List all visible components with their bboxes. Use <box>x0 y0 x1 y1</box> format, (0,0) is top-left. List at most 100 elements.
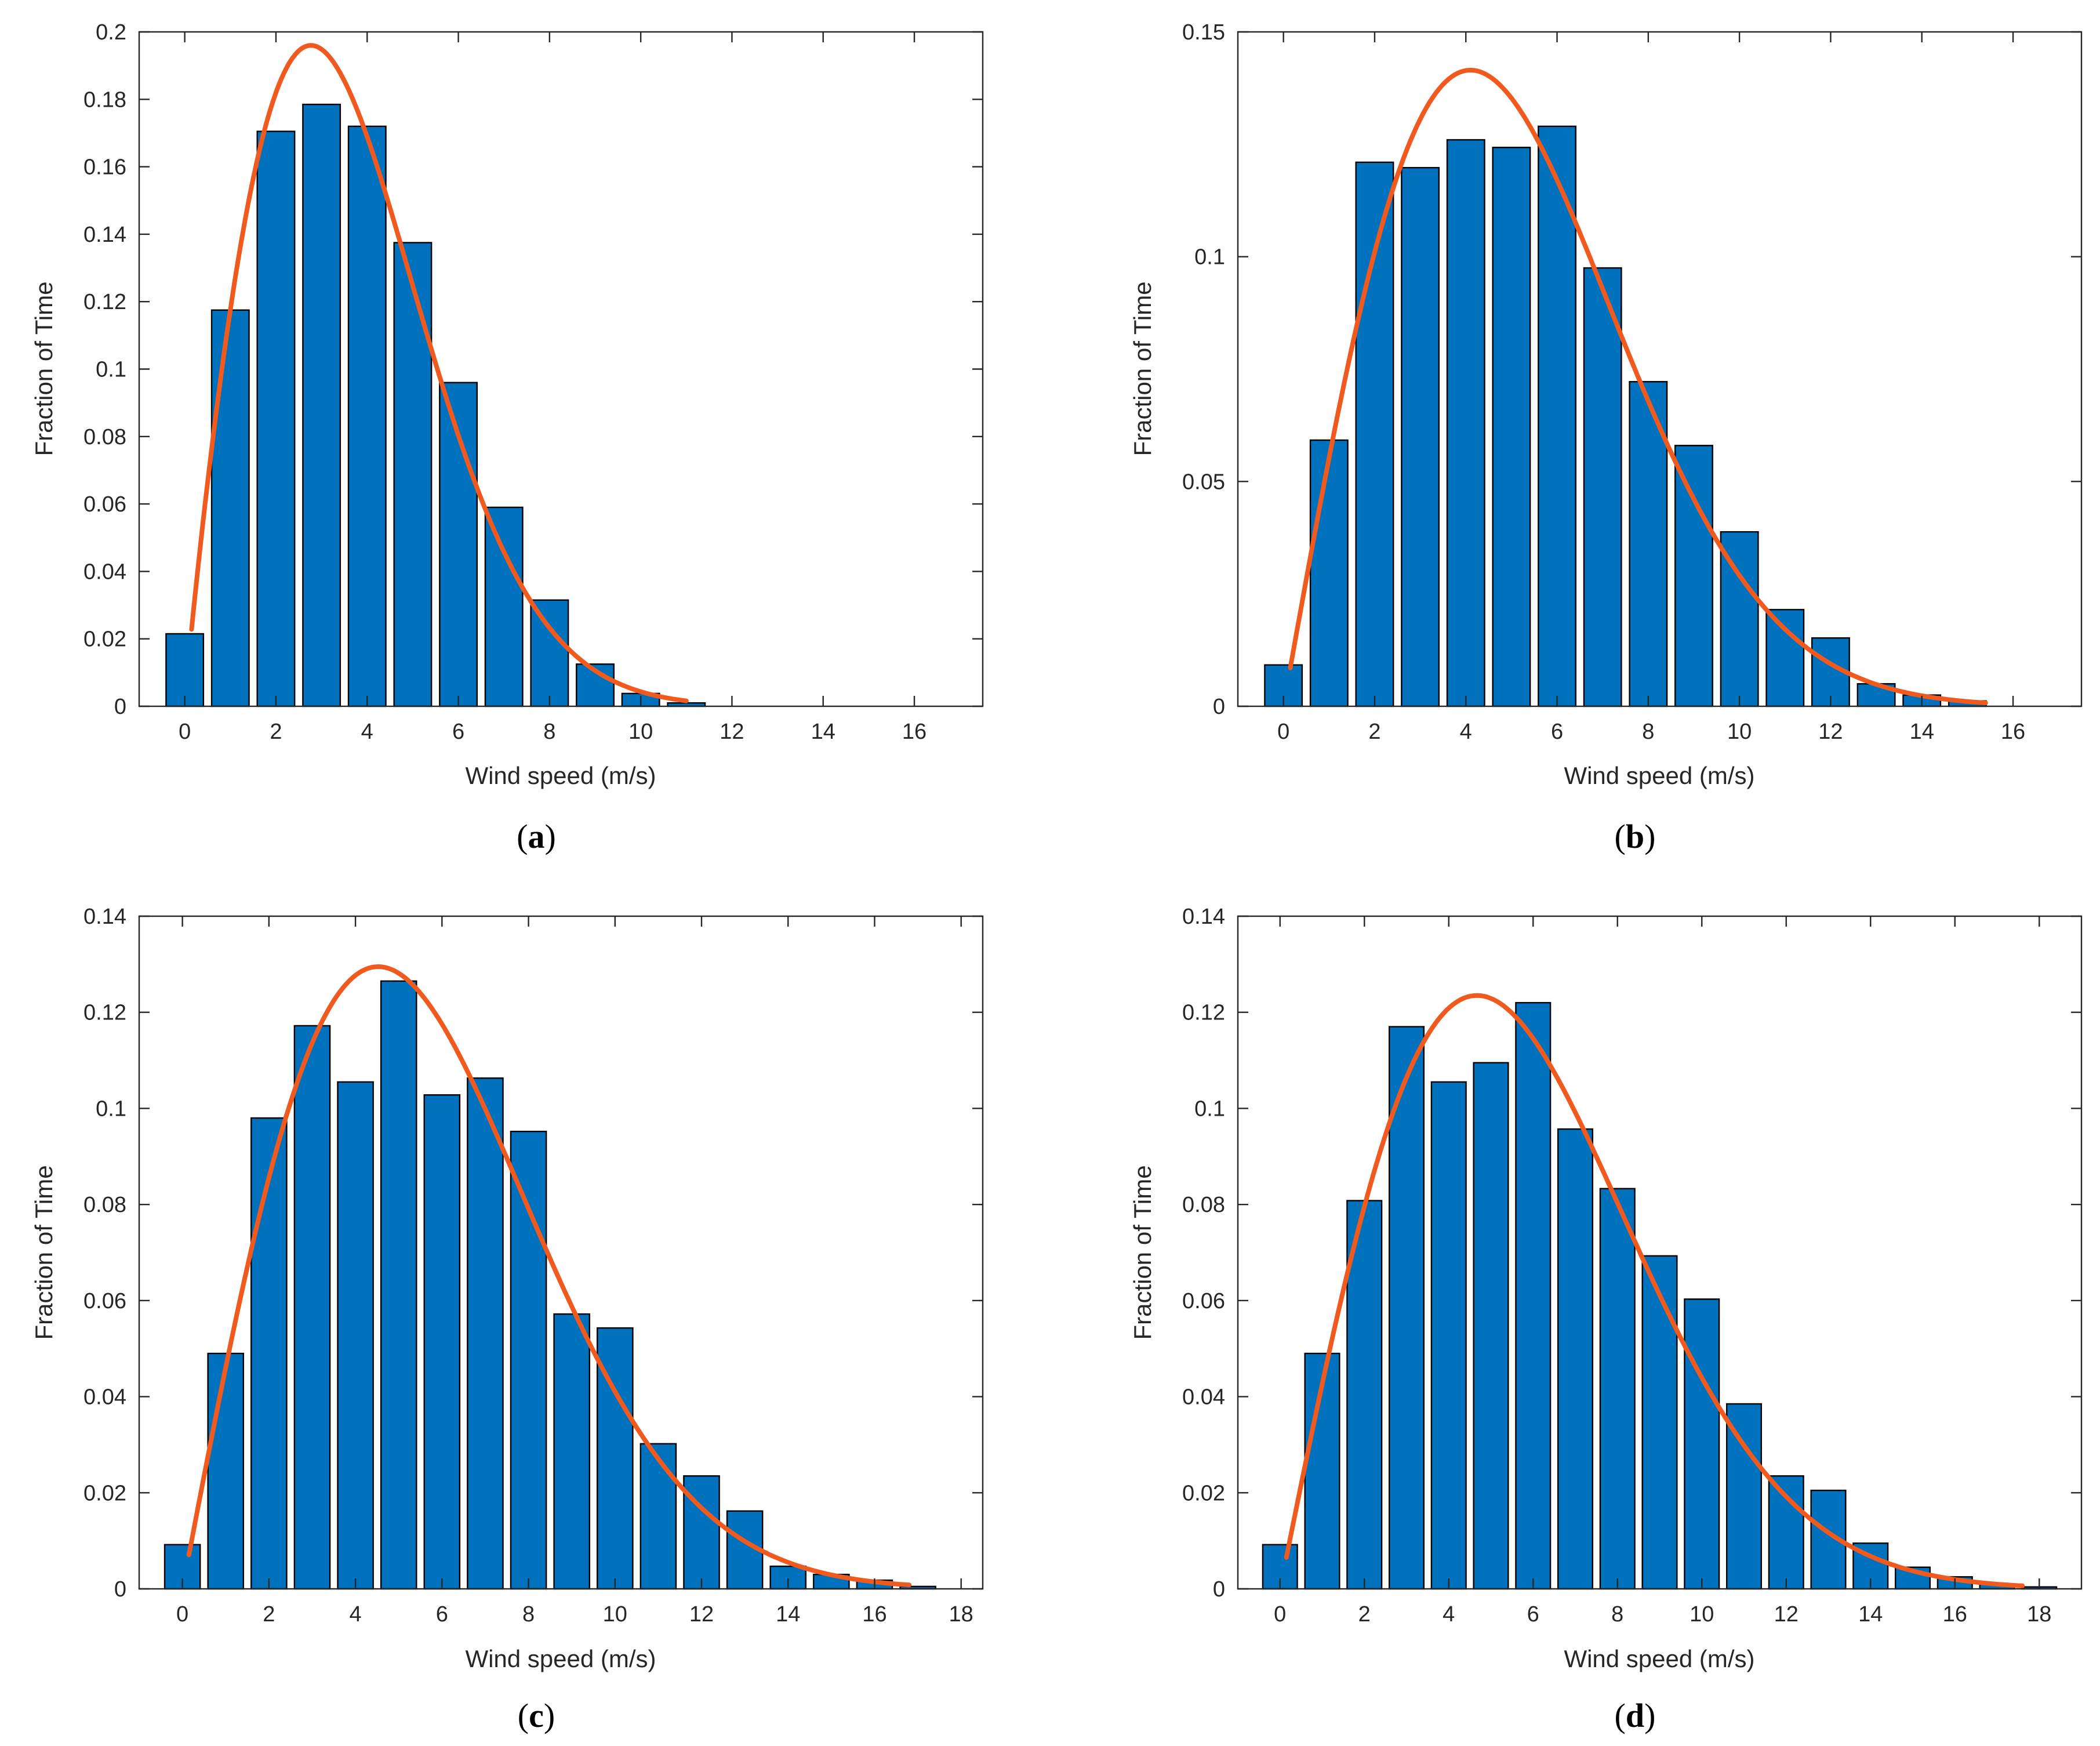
x-tick-label-a-7: 14 <box>811 720 835 744</box>
y-tick-label-a-6: 0.12 <box>83 290 126 314</box>
y-axis-label-d: Fraction of Time <box>1129 1165 1156 1340</box>
x-tick-label-d-2: 4 <box>1443 1602 1455 1627</box>
x-axis-label-d: Wind speed (m/s) <box>1564 1645 1754 1672</box>
y-tick-label-c-6: 0.12 <box>83 1001 126 1025</box>
y-tick-label-d-5: 0.1 <box>1194 1097 1225 1121</box>
bar-c-9 <box>553 1313 590 1590</box>
x-tick-label-a-3: 6 <box>452 720 464 744</box>
x-axis-label-a: Wind speed (m/s) <box>465 762 656 789</box>
x-tick-label-b-3: 6 <box>1551 720 1563 744</box>
y-tick-label-d-3: 0.06 <box>1182 1289 1225 1313</box>
y-tick-label-a-5: 0.1 <box>96 358 126 382</box>
x-tick-label-a-0: 0 <box>179 720 191 744</box>
y-tick-label-a-4: 0.08 <box>83 425 126 449</box>
x-tick-label-a-4: 8 <box>543 720 555 744</box>
bar-a-0 <box>165 633 205 707</box>
y-tick-label-a-7: 0.14 <box>83 223 126 247</box>
x-tick-label-c-4: 8 <box>522 1602 535 1627</box>
x-tick-label-d-3: 6 <box>1527 1602 1539 1627</box>
y-axis-label-a: Fraction of Time <box>30 281 57 456</box>
bar-b-5 <box>1492 147 1531 707</box>
y-tick-label-a-3: 0.06 <box>83 492 126 517</box>
y-tick-label-c-4: 0.08 <box>83 1193 126 1217</box>
y-tick-label-d-4: 0.08 <box>1182 1193 1225 1217</box>
y-tick-label-c-1: 0.02 <box>83 1481 126 1505</box>
x-tick-label-b-4: 8 <box>1642 720 1654 744</box>
y-tick-label-c-2: 0.04 <box>83 1385 126 1410</box>
bar-b-1 <box>1309 439 1349 707</box>
panel-label-d: (d) <box>1615 1697 1656 1734</box>
panel-label-b: (b) <box>1615 818 1656 855</box>
x-tick-label-c-9: 18 <box>949 1602 973 1627</box>
y-tick-label-a-1: 0.02 <box>83 627 126 652</box>
x-tick-label-d-1: 2 <box>1358 1602 1371 1627</box>
subplot-b: 0 2 4 6 8 10 12 14 16 0 0.05 0.1 0.15 Wind speed (m/… <box>1129 20 2083 855</box>
bar-d-6 <box>1515 1001 1552 1590</box>
bar-c-8 <box>510 1130 547 1590</box>
y-tick-label-b-2: 0.1 <box>1194 245 1225 270</box>
y-tick-label-d-6: 0.12 <box>1182 1001 1225 1025</box>
x-tick-label-d-0: 0 <box>1274 1602 1286 1627</box>
x-tick-label-d-4: 8 <box>1611 1602 1623 1627</box>
y-tick-label-b-0: 0 <box>1213 695 1225 719</box>
bar-d-10 <box>1684 1298 1720 1590</box>
x-tick-label-b-8: 16 <box>2001 720 2025 744</box>
y-tick-label-a-2: 0.04 <box>83 560 126 584</box>
y-axis-label-c: Fraction of Time <box>30 1165 57 1340</box>
y-axis-label-b: Fraction of Time <box>1129 281 1156 456</box>
x-tick-label-c-1: 2 <box>263 1602 275 1627</box>
x-tick-label-d-8: 16 <box>1943 1602 1967 1627</box>
axes-box-d <box>1237 915 2083 1590</box>
bar-c-6 <box>423 1094 461 1590</box>
x-tick-label-c-2: 4 <box>350 1602 362 1627</box>
x-axis-label-c: Wind speed (m/s) <box>465 1645 656 1672</box>
bar-d-9 <box>1641 1255 1678 1590</box>
bar-a-3 <box>302 103 341 707</box>
bar-d-2 <box>1346 1200 1383 1590</box>
bar-a-2 <box>256 130 296 707</box>
bar-c-4 <box>337 1081 374 1590</box>
x-tick-label-a-1: 2 <box>270 720 282 744</box>
x-tick-label-a-5: 10 <box>628 720 653 744</box>
y-tick-label-a-8: 0.16 <box>83 155 126 180</box>
bar-b-11 <box>1765 609 1805 707</box>
y-tick-label-c-0: 0 <box>114 1577 126 1602</box>
y-tick-label-a-9: 0.18 <box>83 88 126 112</box>
fit-curve-d <box>1284 993 2025 1588</box>
x-tick-label-c-5: 10 <box>603 1602 627 1627</box>
bar-b-3 <box>1401 166 1440 707</box>
x-tick-label-c-7: 14 <box>776 1602 800 1627</box>
x-tick-label-b-2: 4 <box>1460 720 1472 744</box>
bar-c-5 <box>380 980 417 1590</box>
bar-c-3 <box>293 1025 331 1590</box>
y-tick-label-b-3: 0.15 <box>1182 20 1225 45</box>
y-tick-label-b-1: 0.05 <box>1182 470 1225 494</box>
bar-b-9 <box>1674 445 1713 707</box>
axes-box-b <box>1237 31 2083 707</box>
axes-box-c <box>138 915 984 1590</box>
subplot-a: 0 2 4 6 8 10 12 14 16 0 0.02 0.04 0.06 0.08 0.1 0.12 0.1… <box>30 20 984 855</box>
bar-c-7 <box>467 1077 504 1590</box>
bar-a-5 <box>393 242 433 707</box>
panel-label-c: (c) <box>518 1697 555 1734</box>
x-tick-label-b-1: 2 <box>1368 720 1380 744</box>
x-tick-label-c-3: 6 <box>436 1602 448 1627</box>
x-tick-label-b-6: 12 <box>1818 720 1843 744</box>
y-tick-label-d-2: 0.04 <box>1182 1385 1225 1410</box>
y-tick-label-d-7: 0.14 <box>1182 905 1225 929</box>
x-tick-label-b-7: 14 <box>1910 720 1934 744</box>
bar-a-1 <box>210 309 250 707</box>
bar-b-8 <box>1629 381 1668 707</box>
y-tick-label-a-0: 0 <box>114 695 126 719</box>
y-tick-label-d-0: 0 <box>1213 1577 1225 1602</box>
x-tick-label-c-0: 0 <box>176 1602 188 1627</box>
bar-c-1 <box>207 1352 245 1590</box>
x-tick-label-a-6: 12 <box>720 720 744 744</box>
bar-d-12 <box>1768 1475 1804 1590</box>
x-tick-label-a-2: 4 <box>361 720 373 744</box>
bar-d-11 <box>1725 1403 1763 1590</box>
y-tick-label-d-1: 0.02 <box>1182 1481 1225 1505</box>
y-tick-label-c-7: 0.14 <box>83 905 126 929</box>
bar-b-7 <box>1583 267 1622 707</box>
fit-curve-c <box>186 964 912 1588</box>
